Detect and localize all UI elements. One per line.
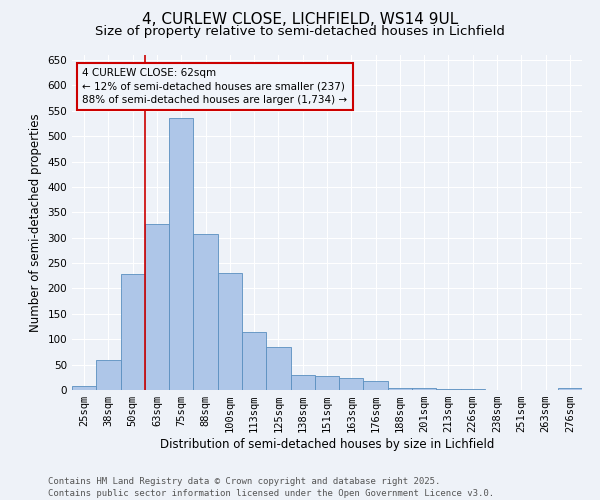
Bar: [290, 375, 315, 390]
X-axis label: Distribution of semi-detached houses by size in Lichfield: Distribution of semi-detached houses by …: [160, 438, 494, 451]
Bar: [242, 332, 266, 390]
Bar: [388, 388, 412, 390]
Text: 4 CURLEW CLOSE: 62sqm
← 12% of semi-detached houses are smaller (237)
88% of sem: 4 CURLEW CLOSE: 62sqm ← 12% of semi-deta…: [82, 68, 347, 105]
Text: Size of property relative to semi-detached houses in Lichfield: Size of property relative to semi-detach…: [95, 25, 505, 38]
Bar: [169, 118, 193, 390]
Y-axis label: Number of semi-detached properties: Number of semi-detached properties: [29, 113, 42, 332]
Bar: [339, 378, 364, 390]
Bar: [315, 376, 339, 390]
Bar: [218, 274, 242, 390]
Text: 4, CURLEW CLOSE, LICHFIELD, WS14 9UL: 4, CURLEW CLOSE, LICHFIELD, WS14 9UL: [142, 12, 458, 28]
Bar: [412, 388, 436, 390]
Bar: [96, 360, 121, 390]
Bar: [558, 388, 582, 390]
Bar: [72, 386, 96, 390]
Bar: [121, 274, 145, 390]
Text: Contains HM Land Registry data © Crown copyright and database right 2025.
Contai: Contains HM Land Registry data © Crown c…: [48, 476, 494, 498]
Bar: [193, 234, 218, 390]
Bar: [364, 382, 388, 390]
Bar: [145, 224, 169, 390]
Bar: [266, 347, 290, 390]
